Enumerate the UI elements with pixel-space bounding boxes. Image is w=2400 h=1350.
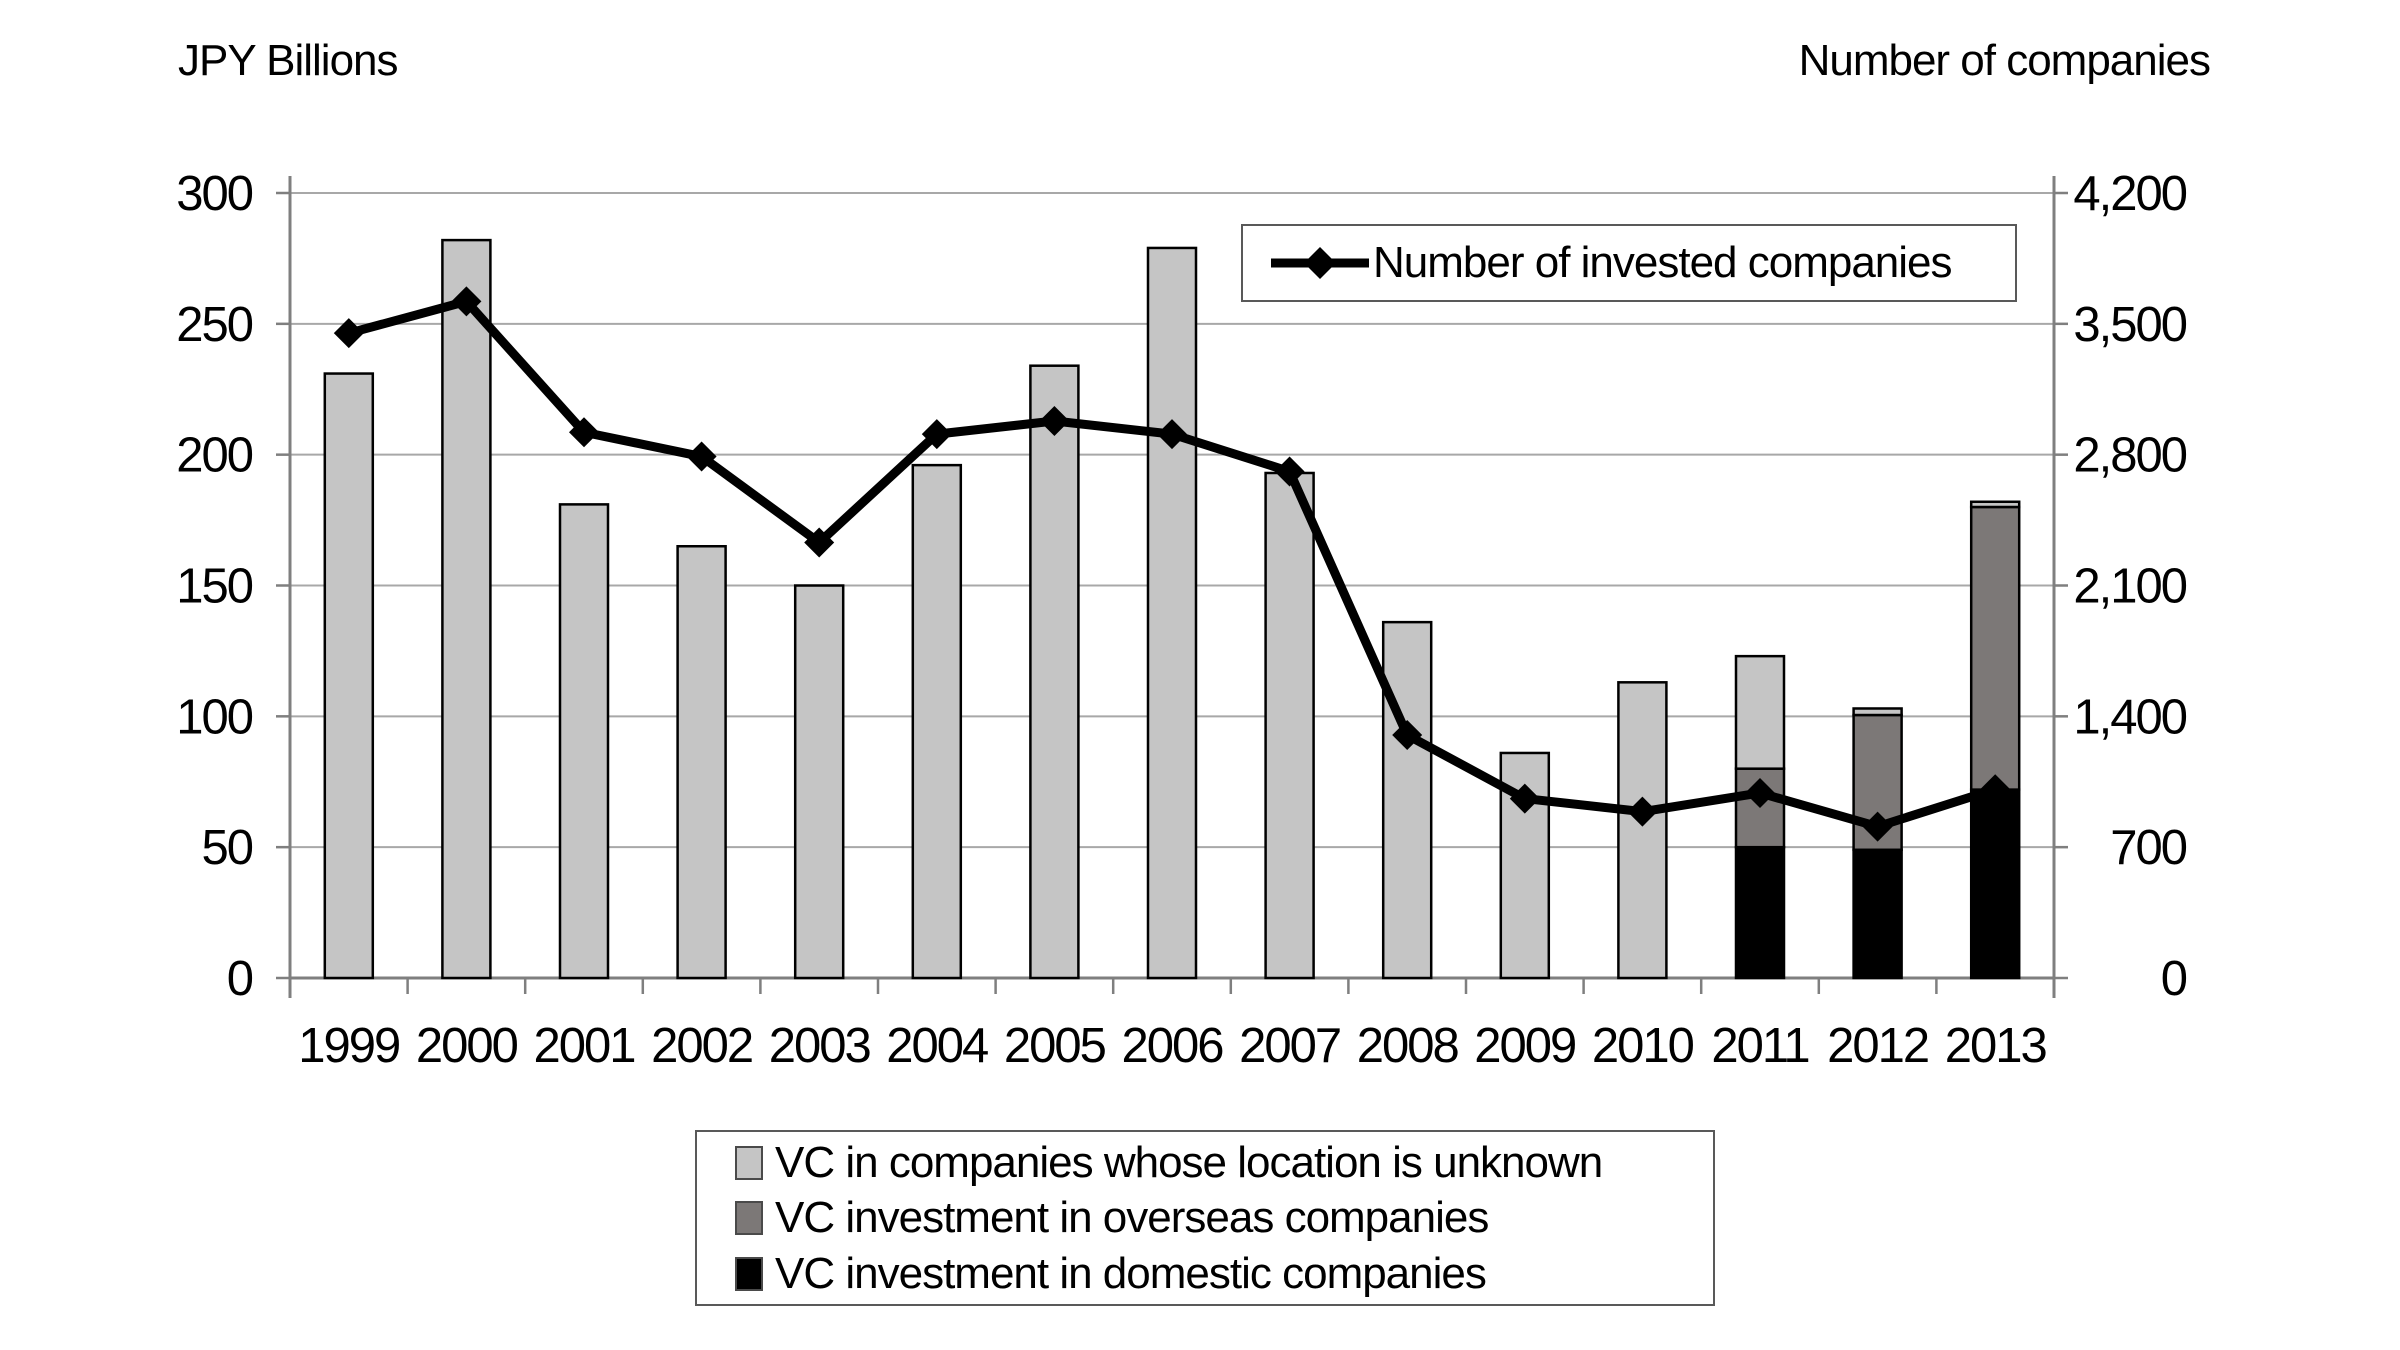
line-point-2004 [921,419,952,450]
right-tick-label-4,200: 4,200 [2073,167,2186,221]
line-point-2003 [804,527,835,558]
x-label-2004: 2004 [886,1019,988,1073]
overseas-swatch-icon [735,1201,763,1235]
bar-2003-unknown [793,584,845,980]
bar-2013-unknown [1969,500,2021,509]
bar-2007-unknown [1264,471,1315,980]
line-point-2005 [1039,406,1070,437]
x-label-2012: 2012 [1827,1019,1928,1073]
bar-2011-domestic [1734,845,1786,980]
legend-item-unknown: VC in companies whose location is unknow… [735,1138,1713,1188]
unknown-swatch-icon [735,1145,763,1180]
x-label-2013: 2013 [1945,1019,2047,1073]
domestic-swatch-icon [735,1256,763,1291]
line-point-2010 [1627,796,1658,827]
line-point-2006 [1157,419,1187,450]
line-marker-sample-icon [1271,247,1369,279]
x-label-2011: 2011 [1711,1019,1808,1073]
bar-2001-unknown [558,503,610,980]
left-tick-label-200: 200 [176,429,253,483]
bar-2011-unknown [1734,654,1786,770]
line-point-2002 [686,441,717,472]
x-label-2010: 2010 [1592,1019,1694,1073]
right-tick-label-700: 700 [2110,821,2187,875]
legend-item-label: VC investment in domestic companies [775,1248,1487,1298]
x-label-2009: 2009 [1474,1019,1575,1073]
line-legend-label: Number of invested companies [1373,238,1953,287]
line-point-2012 [1862,811,1893,842]
legend-item-label: VC in companies whose location is unknow… [775,1137,1603,1187]
bar-2010-unknown [1617,681,1668,980]
line-point-1999 [333,318,364,349]
left-tick-label-250: 250 [176,298,253,352]
bar-2013-overseas [1969,505,2021,791]
bar-2000-unknown [441,238,492,980]
line-point-2013 [1980,774,2011,805]
x-label-2005: 2005 [1004,1019,1106,1073]
right-tick-label-3,500: 3,500 [2073,298,2186,352]
right-axis-title: Number of companies [1798,36,2211,85]
legend-item-domestic: VC investment in domestic companies [735,1249,1713,1299]
bar-2006-unknown [1146,246,1198,980]
bar-2008-unknown [1381,620,1433,980]
x-label-2006: 2006 [1121,1019,1223,1073]
bar-2002-unknown [676,545,727,980]
bar-2005-unknown [1029,364,1080,980]
x-label-2008: 2008 [1357,1019,1459,1073]
left-tick-label-0: 0 [227,952,253,1006]
left-tick-label-100: 100 [176,690,253,744]
x-label-2002: 2002 [651,1019,752,1073]
bar-2013-domestic [1969,788,2021,980]
legend-item-overseas: VC investment in overseas companies [735,1193,1713,1243]
line-point-2009 [1509,783,1540,814]
right-tick-label-2,100: 2,100 [2073,560,2186,614]
bar-2012-domestic [1852,848,1903,980]
right-tick-label-0: 0 [2161,952,2187,1006]
left-tick-label-150: 150 [176,560,253,614]
x-label-2007: 2007 [1239,1019,1340,1073]
right-tick-label-2,800: 2,800 [2073,429,2186,483]
line-series-legend: Number of invested companies [1241,224,2017,302]
x-label-1999: 1999 [298,1019,399,1073]
right-tick-label-1,400: 1,400 [2073,690,2186,744]
bar-2004-unknown [911,463,963,980]
x-label-2000: 2000 [416,1019,518,1073]
x-label-2001: 2001 [533,1019,634,1073]
line-point-2011 [1745,777,1775,808]
legend-item-label: VC investment in overseas companies [775,1193,1489,1242]
bar-1999-unknown [323,372,375,980]
bar-2012-unknown [1852,707,1903,717]
line-point-2008 [1392,720,1423,751]
bar-series-legend: VC in companies whose location is unknow… [695,1130,1715,1306]
left-axis-title: JPY Billions [178,36,399,85]
line-point-2007 [1274,456,1305,487]
x-label-2003: 2003 [769,1019,871,1073]
left-tick-label-50: 50 [201,821,252,875]
line-point-2001 [569,417,599,448]
left-tick-label-300: 300 [176,167,253,221]
line-point-2000 [451,286,482,317]
